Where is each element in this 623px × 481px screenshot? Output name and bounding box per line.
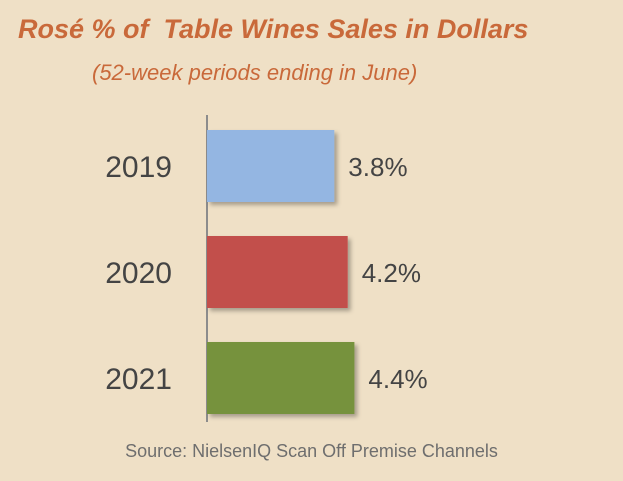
value-label-2020: 4.2% — [362, 258, 421, 288]
bar-2021 — [207, 342, 355, 414]
bar-2020 — [207, 236, 348, 308]
category-label-2020: 2020 — [105, 257, 172, 290]
value-label-2021: 4.4% — [368, 364, 427, 394]
value-label-2019: 3.8% — [348, 152, 407, 182]
category-label-2021: 2021 — [105, 363, 172, 396]
bar-2019 — [207, 130, 335, 202]
category-label-2019: 2019 — [105, 151, 172, 184]
chart-title: Rosé % of Table Wines Sales in Dollars — [18, 14, 529, 44]
source-note: Source: NielsenIQ Scan Off Premise Chann… — [125, 441, 498, 461]
chart-subtitle: (52-week periods ending in June) — [92, 60, 418, 85]
